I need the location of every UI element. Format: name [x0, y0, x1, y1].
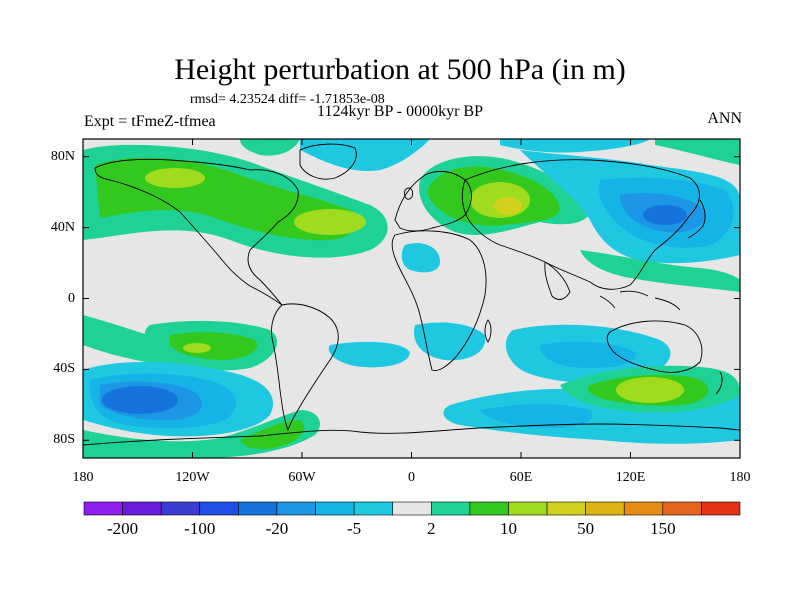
colorbar-box	[392, 501, 432, 516]
colorbar-tick-label: -20	[265, 519, 289, 538]
colorbar-tick-label: 10	[499, 519, 517, 538]
colorbar-box	[315, 501, 355, 516]
lat-tick-label: 80S	[53, 432, 75, 448]
colorbar-tick-label: -5	[347, 519, 362, 538]
lon-tick-label: 60W	[288, 470, 316, 485]
anomaly-arctic-negative	[240, 139, 740, 171]
lat-tick-label: 80N	[50, 148, 75, 164]
colorbar	[83, 501, 741, 516]
colorbar-box	[430, 501, 471, 516]
colorbar-tick-label: 150	[650, 519, 676, 538]
colorbar-box	[122, 501, 162, 516]
colorbar-box	[238, 501, 278, 516]
coast-south-america	[271, 303, 339, 432]
lon-tick-label: 60E	[509, 470, 533, 485]
coast-asia	[461, 159, 700, 290]
lon-tick-label: 120E	[615, 470, 646, 485]
map-title: Height perturbation at 500 hPa (in m)	[174, 53, 626, 86]
coast-europe	[394, 170, 472, 232]
coast-australia	[606, 320, 703, 373]
colorbar-tick-label: -100	[184, 519, 216, 538]
colorbar-tick-label: 2	[427, 519, 436, 538]
coast-new-zealand	[715, 371, 723, 395]
lat-tick-label: 0	[68, 290, 75, 306]
anomaly-eurasia-positive	[419, 156, 591, 235]
colorbar-box	[160, 501, 201, 516]
colorbar-box	[353, 501, 394, 516]
time-period-label: 1124kyr BP - 0000kyr BP	[317, 103, 483, 120]
colorbar-tick-label: 50	[577, 519, 595, 538]
coast-japan	[687, 199, 706, 239]
anomaly-north-america-positive	[83, 144, 388, 258]
season-label: ANN	[707, 110, 742, 127]
coast-antarctica	[83, 423, 740, 446]
colorbar-tick-label: -200	[106, 519, 139, 538]
coast-indonesia	[599, 290, 681, 311]
lon-tick-label: 180	[729, 470, 751, 485]
colorbar-box	[469, 501, 509, 516]
anomaly-south-pacific-positive	[144, 320, 278, 371]
colorbar-box	[83, 501, 123, 516]
rmsd-diff-stats: rmsd= 4.23524 diff= -1.71853e-08	[190, 92, 385, 107]
colorbar-box	[623, 501, 664, 516]
lon-tick-label: 120W	[175, 470, 210, 485]
coastlines	[83, 143, 740, 446]
colorbar-box	[199, 501, 239, 516]
lat-tick-label: 40N	[50, 219, 75, 235]
colorbar-box	[701, 501, 741, 516]
colorbar-box	[662, 501, 702, 516]
colorbar-box	[585, 501, 625, 516]
coast-india	[544, 261, 571, 300]
axis-ticks	[82, 139, 741, 458]
coast-madagascar	[484, 319, 492, 343]
anomaly-south-australia-positive	[560, 365, 740, 413]
colorbar-box	[508, 501, 548, 516]
anomaly-southern-pacific-negative	[83, 361, 274, 437]
lat-tick-label: 40S	[53, 361, 75, 377]
coast-uk	[404, 187, 413, 200]
lon-tick-label: 180	[72, 470, 94, 485]
colorbar-box	[546, 501, 586, 516]
colorbar-box	[276, 501, 316, 516]
coast-greenland	[299, 143, 357, 180]
lon-tick-label: 0	[408, 470, 415, 485]
coast-north-america	[94, 158, 299, 306]
coast-africa	[391, 230, 487, 371]
contour-field	[83, 139, 740, 458]
experiment-label: Expt = tFmeZ-tfmea	[84, 113, 216, 130]
